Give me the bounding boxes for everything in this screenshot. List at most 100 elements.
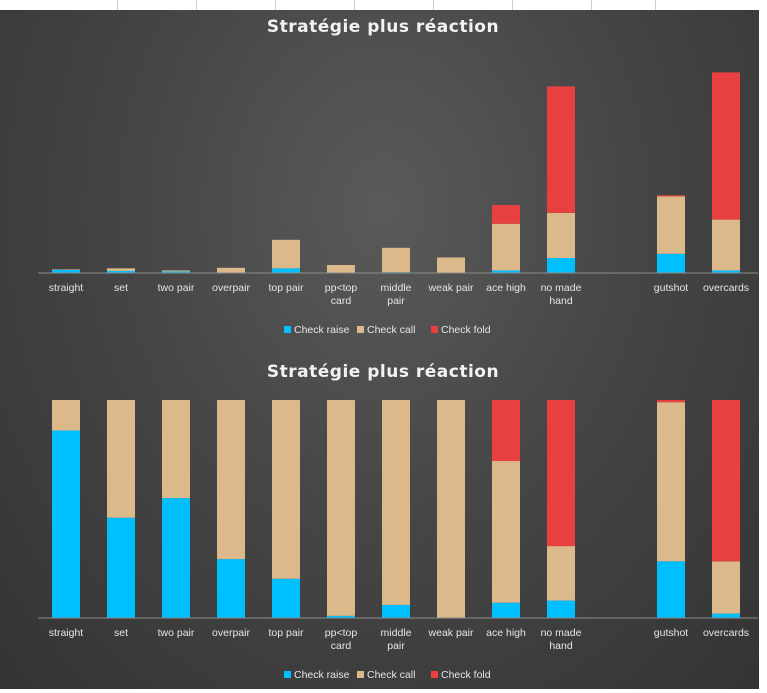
bar-check-call-middle-pair — [382, 247, 410, 273]
category-label: weak pair — [428, 282, 474, 294]
top-strip-divider — [655, 0, 656, 10]
bar-check-fold-gutshot — [657, 400, 685, 403]
category-label: set — [114, 282, 128, 294]
legend-label-check-call: Check call — [367, 324, 415, 336]
top-strip-divider — [354, 0, 355, 10]
bar-check-call-weak-pair — [437, 257, 465, 273]
category-label: pp<top — [325, 282, 358, 294]
category-labels: straight set two pair overpair top pair pp<to… — [49, 627, 749, 652]
bar-check-fold-gutshot — [657, 195, 685, 197]
legend-swatch-check-call — [357, 671, 364, 678]
bar-check-fold-overcards — [712, 72, 740, 220]
category-label: middle — [381, 282, 412, 294]
top-strip-divider — [275, 0, 276, 10]
bar-check-raise-set — [107, 270, 135, 273]
bar-check-raise-top-pair — [272, 578, 300, 618]
category-label: overcards — [703, 282, 749, 294]
bar-check-call-overpair — [217, 400, 245, 560]
bar-check-raise-straight — [52, 269, 80, 273]
bar-check-call-no-made-hand — [547, 546, 575, 601]
category-label: hand — [549, 640, 573, 652]
bar-check-call-pp-top-card — [327, 400, 355, 616]
bar-check-raise-gutshot — [657, 561, 685, 618]
legend-label-check-raise: Check raise — [294, 669, 350, 681]
category-label: weak pair — [428, 627, 474, 639]
category-label: straight — [49, 627, 84, 639]
category-label: overcards — [703, 627, 749, 639]
bars-group — [52, 72, 740, 273]
bottom-border-strip — [0, 689, 767, 693]
bar-check-fold-ace-high — [492, 205, 520, 224]
bar-check-raise-overcards — [712, 613, 740, 618]
category-label: pair — [387, 295, 405, 307]
bar-check-raise-no-made-hand — [547, 257, 575, 273]
category-label: ace high — [486, 627, 526, 639]
legend-label-check-fold: Check fold — [441, 669, 491, 681]
legend-label-check-fold: Check fold — [441, 324, 491, 336]
category-label: card — [331, 640, 352, 652]
top-strip-divider — [117, 0, 118, 10]
stacked-bar-chart-percent: Stratégie plus réaction straight set two p… — [38, 362, 758, 681]
category-label: ace high — [486, 282, 526, 294]
category-label: top pair — [268, 282, 304, 294]
bar-check-fold-ace-high — [492, 400, 520, 462]
bar-check-call-top-pair — [272, 239, 300, 269]
bar-check-raise-two-pair — [162, 498, 190, 618]
top-strip-divider — [196, 0, 197, 10]
bar-check-raise-overcards — [712, 270, 740, 273]
category-labels: straight set two pair overpair top pair pp<to… — [49, 282, 749, 307]
bar-check-call-weak-pair — [437, 400, 465, 618]
category-label: hand — [549, 295, 573, 307]
top-strip-divider — [433, 0, 434, 10]
bar-check-call-two-pair — [162, 400, 190, 499]
bar-check-raise-pp-top-card — [327, 615, 355, 618]
category-label: overpair — [212, 627, 250, 639]
bar-check-call-pp-top-card — [327, 265, 355, 273]
stacked-bar-chart-absolute: Stratégie plus réaction straight set two p… — [38, 17, 758, 336]
bar-check-raise-ace-high — [492, 602, 520, 618]
bar-check-raise-set — [107, 517, 135, 618]
bar-check-call-gutshot — [657, 402, 685, 562]
chart-title: Stratégie plus réaction — [267, 17, 499, 37]
category-label: no made — [541, 282, 582, 294]
bar-check-call-overcards — [712, 561, 740, 614]
bar-check-call-overcards — [712, 219, 740, 271]
top-strip-divider — [591, 0, 592, 10]
bar-check-call-ace-high — [492, 461, 520, 603]
legend-label-check-raise: Check raise — [294, 324, 350, 336]
bar-check-call-top-pair — [272, 400, 300, 579]
chart-title: Stratégie plus réaction — [267, 362, 499, 382]
category-label: set — [114, 627, 128, 639]
bar-check-raise-overpair — [217, 559, 245, 618]
bar-check-call-middle-pair — [382, 400, 410, 605]
legend-swatch-check-call — [357, 326, 364, 333]
bar-check-raise-straight — [52, 430, 80, 618]
category-label: gutshot — [654, 627, 689, 639]
bar-check-call-straight — [52, 400, 80, 431]
bar-check-call-two-pair — [162, 270, 190, 272]
category-label: straight — [49, 282, 84, 294]
bar-check-call-ace-high — [492, 223, 520, 271]
category-label: overpair — [212, 282, 250, 294]
bar-check-fold-no-made-hand — [547, 86, 575, 213]
legend-swatch-check-raise — [284, 326, 291, 333]
category-label: two pair — [158, 282, 195, 294]
legend-label-check-call: Check call — [367, 669, 415, 681]
bar-check-raise-ace-high — [492, 270, 520, 273]
bar-check-raise-top-pair — [272, 268, 300, 273]
legend: Check raise Check call Check fold — [284, 669, 491, 681]
category-label: pair — [387, 640, 405, 652]
category-label: two pair — [158, 627, 195, 639]
legend-swatch-check-fold — [431, 326, 438, 333]
bar-check-raise-gutshot — [657, 253, 685, 273]
legend: Check raise Check call Check fold — [284, 324, 491, 336]
category-label: top pair — [268, 627, 304, 639]
bar-check-call-overpair — [217, 267, 245, 273]
legend-swatch-check-raise — [284, 671, 291, 678]
category-label: no made — [541, 627, 582, 639]
bar-check-call-straight — [52, 269, 80, 270]
top-strip-divider — [512, 0, 513, 10]
bar-check-raise-no-made-hand — [547, 600, 575, 618]
bar-check-fold-overcards — [712, 400, 740, 562]
bar-check-call-set — [107, 400, 135, 518]
